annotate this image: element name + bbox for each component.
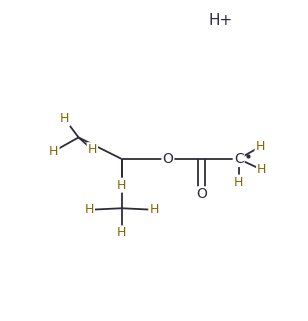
Text: C: C bbox=[234, 152, 244, 166]
Text: H: H bbox=[257, 163, 266, 176]
Text: O: O bbox=[196, 187, 207, 201]
Text: H: H bbox=[149, 203, 159, 216]
Text: H: H bbox=[117, 179, 126, 192]
Text: H: H bbox=[60, 112, 69, 126]
Text: H+: H+ bbox=[208, 13, 232, 28]
Text: H: H bbox=[256, 140, 265, 153]
Text: H: H bbox=[49, 145, 59, 158]
Text: O: O bbox=[162, 152, 173, 166]
Text: H: H bbox=[85, 203, 94, 216]
Text: H: H bbox=[88, 143, 97, 156]
Text: H: H bbox=[117, 226, 126, 239]
Text: H: H bbox=[234, 176, 243, 188]
